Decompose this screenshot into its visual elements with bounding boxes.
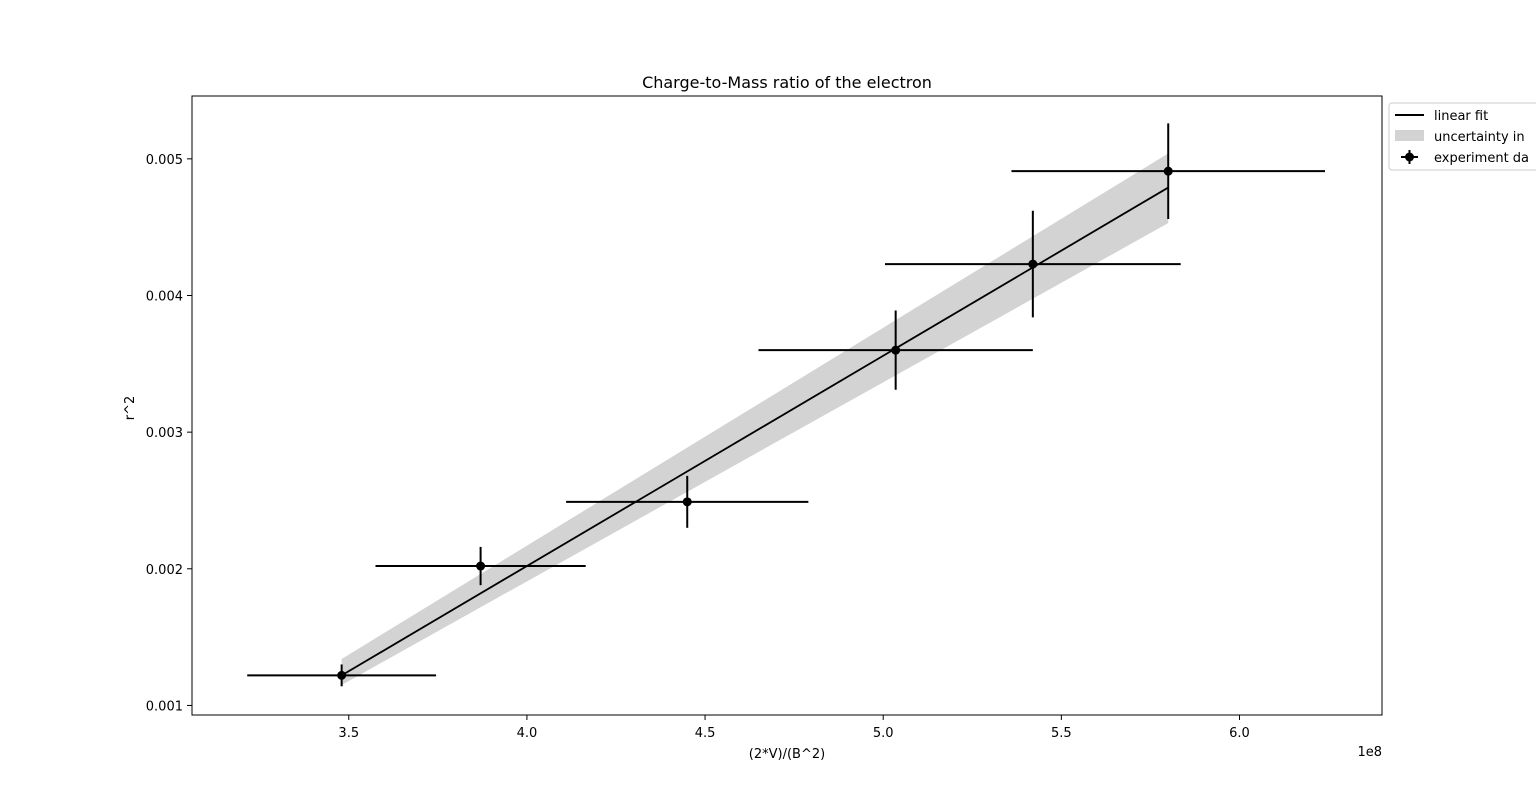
data-marker [682, 497, 692, 507]
y-tick-label: 0.004 [146, 290, 183, 305]
x-tick-label: 4.5 [695, 726, 716, 741]
uncertainty-band [341, 153, 1169, 685]
data-point-4 [758, 310, 1033, 390]
data-marker [891, 345, 901, 355]
data-marker [337, 670, 347, 680]
linear-fit-line [341, 186, 1169, 677]
legend-marker [1405, 152, 1414, 162]
x-axis-ticks: 3.5 4.0 4.5 5.0 5.5 6.0 [338, 715, 1250, 741]
data-point-3 [566, 475, 809, 528]
x-tick-label: 5.5 [1051, 726, 1072, 741]
x-axis-label: (2*V)/(B^2) [749, 747, 825, 762]
data-marker [1028, 259, 1038, 269]
x-axis-offset-text: 1e8 [1357, 745, 1382, 760]
legend-label-experiment-data: experiment da [1434, 151, 1529, 166]
y-axis-ticks: 0.001 0.002 0.003 0.004 0.005 [146, 153, 192, 714]
data-point-2 [375, 546, 586, 586]
plot-area-frame [191, 95, 1383, 716]
legend-label-linear-fit: linear fit [1434, 109, 1488, 124]
plot-data-layer [247, 123, 1325, 687]
data-point-1 [247, 664, 437, 687]
legend-label-uncertainty: uncertainty in [1434, 130, 1525, 145]
y-axis-label: r^2 [123, 396, 138, 421]
x-tick-label: 5.0 [873, 726, 894, 741]
data-marker [1163, 166, 1173, 176]
legend-uncertainty-swatch [1395, 130, 1424, 141]
data-point-5 [884, 210, 1181, 318]
legend: linear fit uncertainty in experiment da [1388, 102, 1536, 171]
x-tick-label: 3.5 [338, 726, 359, 741]
data-marker [476, 561, 486, 571]
y-tick-label: 0.001 [146, 699, 183, 714]
legend-box [1388, 102, 1536, 171]
x-tick-label: 4.0 [517, 726, 538, 741]
y-tick-label: 0.002 [146, 563, 183, 578]
y-tick-label: 0.003 [146, 426, 183, 441]
y-tick-label: 0.005 [146, 153, 183, 168]
x-tick-label: 6.0 [1229, 726, 1250, 741]
chart-title: Charge-to-Mass ratio of the electron [642, 73, 932, 92]
data-point-6 [1011, 123, 1325, 219]
